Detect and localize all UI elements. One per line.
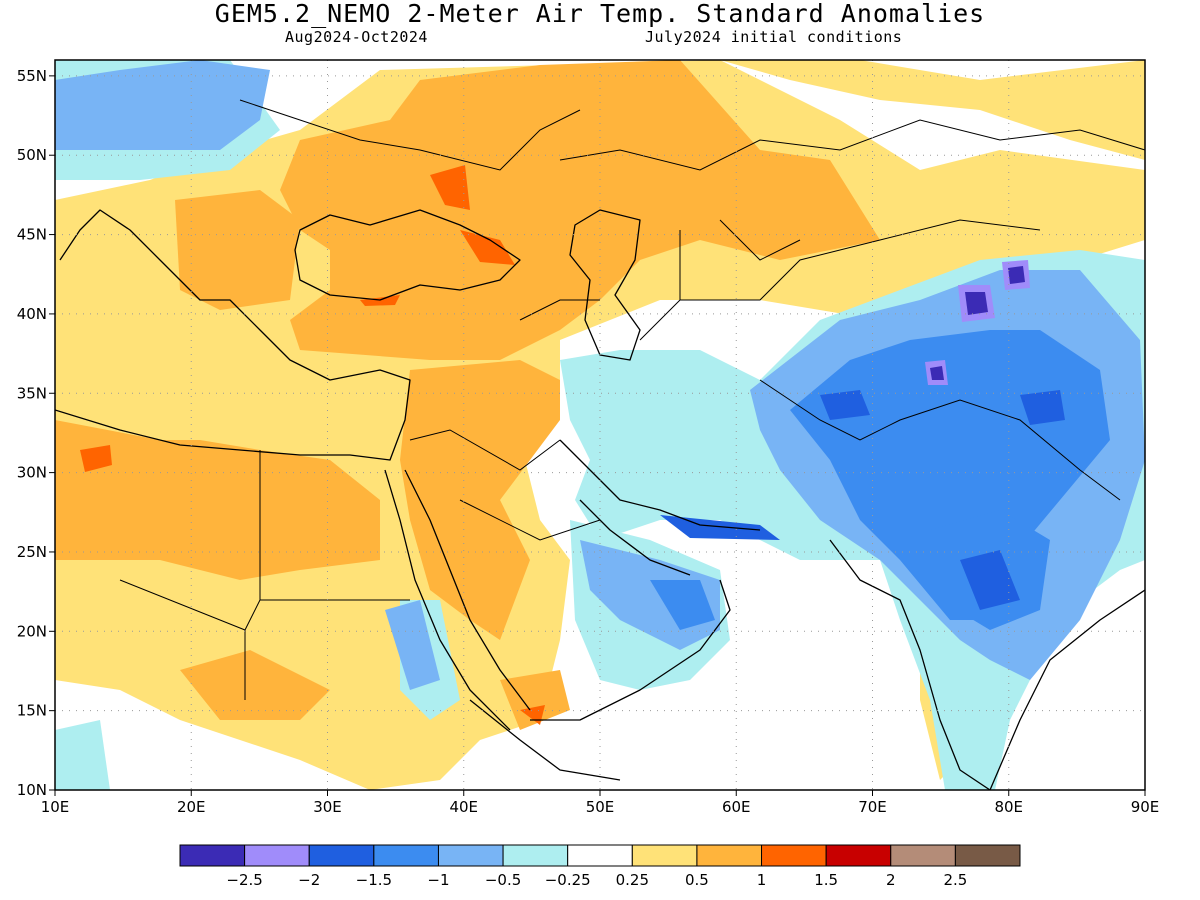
strong-cool-region bbox=[650, 580, 715, 630]
moderate-cool-region bbox=[385, 600, 440, 690]
colorbar-swatch bbox=[696, 844, 763, 867]
moderate-warm-region bbox=[180, 650, 330, 720]
colorbar-swatch bbox=[567, 844, 633, 867]
very-strong-cool-spot bbox=[820, 390, 870, 420]
moderate-warm-region bbox=[55, 420, 380, 580]
india-coast bbox=[829, 539, 1145, 790]
map-title: GEM5.2_NEMO 2-Meter Air Temp. Standard A… bbox=[214, 0, 986, 28]
colorbar-label: 2.5 bbox=[943, 871, 967, 889]
border-line bbox=[679, 219, 801, 300]
lat-tick-label: 40N bbox=[17, 305, 47, 323]
strong-warm-spot bbox=[80, 445, 112, 472]
lat-tick-label: 50N bbox=[17, 146, 47, 164]
lat-tick-label: 15N bbox=[17, 702, 47, 720]
moderate-warm-region bbox=[280, 60, 880, 360]
moderate-warm-region bbox=[500, 670, 570, 730]
colorbar-label: −2 bbox=[298, 871, 320, 889]
colorbar-swatch bbox=[308, 844, 375, 867]
initial-conditions: July2024 initial conditions bbox=[645, 28, 903, 46]
lon-tick-label: 10E bbox=[41, 798, 70, 816]
strong-warm-spot bbox=[430, 165, 470, 210]
border-line bbox=[119, 450, 410, 700]
border-line bbox=[409, 429, 601, 541]
colorbar-label: −1.5 bbox=[356, 871, 392, 889]
lat-tick-label: 35N bbox=[17, 384, 47, 402]
forecast-period: Aug2024-Oct2024 bbox=[285, 28, 428, 46]
lon-tick-label: 80E bbox=[994, 798, 1023, 816]
colorbar-swatch bbox=[890, 844, 956, 867]
lon-tick-label: 20E bbox=[177, 798, 206, 816]
coastlines bbox=[55, 209, 1145, 790]
arabian-peninsula-coast bbox=[530, 579, 731, 721]
extreme-cool-spot bbox=[930, 366, 944, 380]
colorbar-swatch bbox=[825, 844, 892, 867]
very-strong-cool-spot bbox=[1020, 390, 1065, 425]
colorbar-label: −1 bbox=[427, 871, 449, 889]
very-strong-cool-spot bbox=[960, 550, 1020, 610]
colorbar-label: 2 bbox=[886, 871, 896, 889]
moderate-cool-region bbox=[55, 60, 270, 150]
country-borders bbox=[119, 99, 1145, 700]
mediterranean-coast bbox=[55, 209, 411, 461]
lat-tick-label: 55N bbox=[17, 67, 47, 85]
caspian-sea-outline bbox=[569, 209, 641, 361]
lon-tick-label: 70E bbox=[858, 798, 887, 816]
colorbar-label: 0.5 bbox=[685, 871, 709, 889]
lon-tick-label: 40E bbox=[449, 798, 478, 816]
lat-tick-label: 25N bbox=[17, 543, 47, 561]
black-sea-outline bbox=[294, 209, 521, 301]
lat-tick-label: 10N bbox=[17, 781, 47, 799]
colorbar-swatch bbox=[437, 844, 504, 867]
colorbar: −2.5 −2 −1.5 −1 −0.5 −0.25 0.25 0.5 1 1.5 2 2.5 bbox=[179, 844, 1021, 889]
border-line bbox=[559, 119, 1145, 171]
colorbar-swatch bbox=[179, 844, 246, 867]
cool-anomaly-region bbox=[55, 720, 110, 790]
colorbar-label: 1 bbox=[757, 871, 767, 889]
colorbar-swatch bbox=[761, 844, 827, 867]
lon-tick-label: 50E bbox=[586, 798, 615, 816]
colorbar-label: −0.5 bbox=[485, 871, 521, 889]
lon-tick-label: 30E bbox=[313, 798, 342, 816]
extreme-cool-spot bbox=[1008, 266, 1025, 284]
red-sea-coast bbox=[384, 469, 531, 731]
extreme-cool-spot bbox=[965, 292, 988, 315]
lat-tick-label: 30N bbox=[17, 464, 47, 482]
colorbar-swatch bbox=[244, 844, 310, 867]
colorbar-swatch bbox=[502, 844, 569, 867]
lat-tick-label: 20N bbox=[17, 622, 47, 640]
lat-tick-label: 45N bbox=[17, 226, 47, 244]
moderate-warm-region bbox=[175, 190, 300, 310]
colorbar-swatch bbox=[954, 844, 1021, 867]
colorbar-label: 0.25 bbox=[616, 871, 649, 889]
lon-tick-label: 60E bbox=[722, 798, 751, 816]
latitude-axis: 10N 15N 20N 25N 30N 35N 40N 45N 50N 55N bbox=[17, 67, 55, 799]
gridlines bbox=[55, 60, 1145, 790]
longitude-axis: 10E 20E 30E 40E 50E 60E 70E 80E 90E bbox=[41, 790, 1160, 816]
warm-anomaly-region bbox=[720, 60, 1145, 160]
colorbar-swatch bbox=[631, 844, 698, 867]
colorbar-label: 1.5 bbox=[814, 871, 838, 889]
lon-tick-label: 90E bbox=[1131, 798, 1160, 816]
moderate-warm-region bbox=[400, 360, 560, 640]
colorbar-label: −2.5 bbox=[226, 871, 262, 889]
colorbar-label: −0.25 bbox=[545, 871, 591, 889]
border-line bbox=[759, 379, 1121, 501]
border-line bbox=[239, 99, 581, 171]
strong-warm-spot bbox=[460, 230, 515, 265]
africa-horn-coast bbox=[469, 699, 621, 781]
colorbar-swatch bbox=[373, 844, 439, 867]
persian-gulf-coast bbox=[559, 439, 761, 576]
